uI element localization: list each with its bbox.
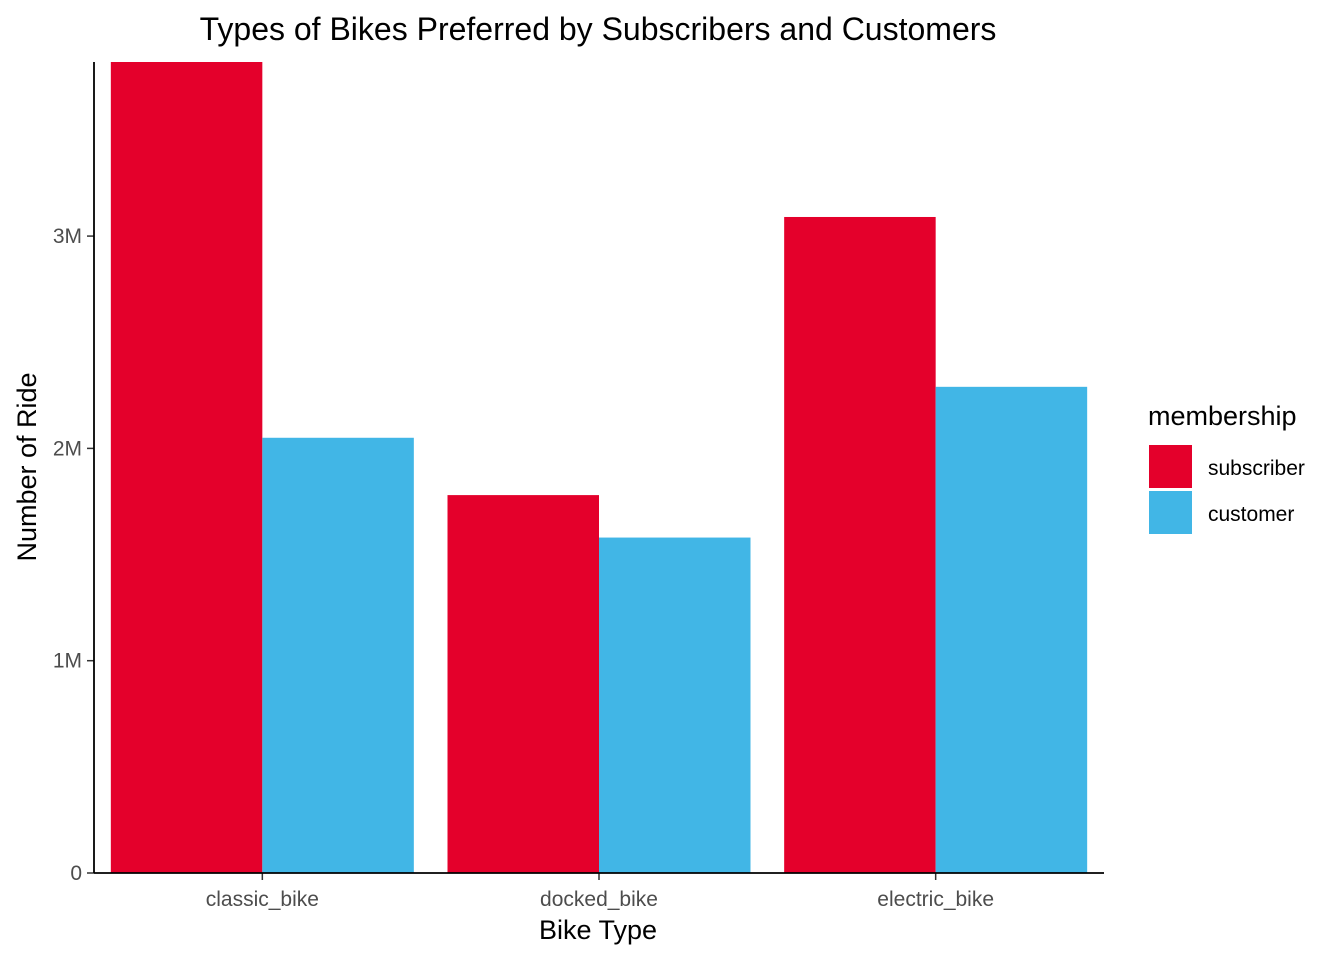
legend-title: membership bbox=[1148, 401, 1297, 431]
bar-classic_bike-subscriber bbox=[110, 62, 263, 873]
legend-swatch-customer bbox=[1149, 491, 1192, 534]
y-tick-label: 2M bbox=[53, 437, 82, 460]
y-tick-label: 3M bbox=[53, 225, 82, 248]
legend-label-subscriber: subscriber bbox=[1208, 457, 1305, 480]
y-tick-label: 1M bbox=[53, 650, 82, 673]
legend-swatch-subscriber bbox=[1149, 445, 1192, 488]
y-axis-title: Number of Ride bbox=[12, 372, 42, 561]
bar-electric_bike-subscriber bbox=[784, 216, 936, 873]
x-tick-label: classic_bike bbox=[206, 888, 319, 911]
legend-label-customer: customer bbox=[1208, 503, 1294, 526]
bar-electric_bike-customer bbox=[935, 386, 1088, 873]
x-axis-title: Bike Type bbox=[539, 915, 657, 945]
y-tick-label: 0 bbox=[70, 862, 82, 885]
axes-layer: classic_bike docked_bike electric_bike 0 1M 2… bbox=[53, 62, 1104, 911]
x-tick-label: docked_bike bbox=[540, 888, 658, 911]
bar-docked_bike-customer bbox=[599, 537, 751, 873]
bars-layer bbox=[110, 62, 1088, 873]
chart-title: Types of Bikes Preferred by Subscribers … bbox=[200, 11, 997, 47]
x-tick-label: electric_bike bbox=[877, 888, 994, 911]
bar-classic_bike-customer bbox=[262, 437, 414, 873]
bar-docked_bike-subscriber bbox=[447, 495, 599, 873]
legend: membership subscriber customer bbox=[1148, 401, 1305, 534]
